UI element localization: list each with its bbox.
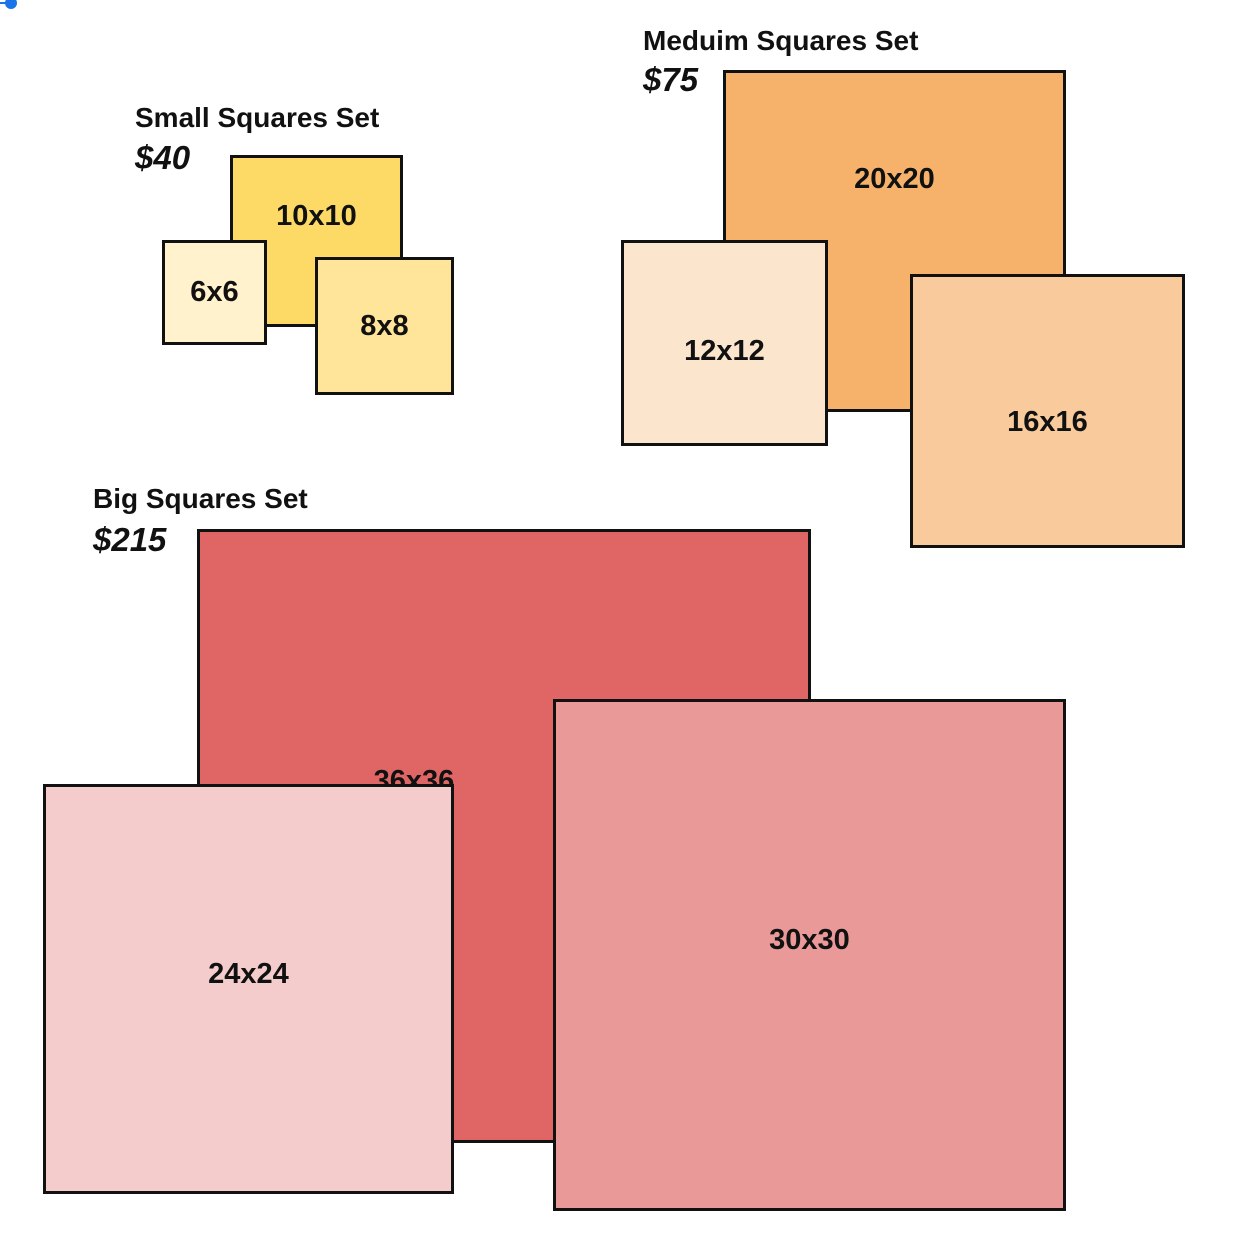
small-set-price: $40 (135, 139, 191, 176)
medium-set-price: $75 (643, 61, 699, 98)
square-12x12[interactable]: 12x12 (621, 240, 828, 446)
small-set-title: Small Squares Set (135, 102, 380, 133)
square-label: 30x30 (769, 923, 850, 956)
square-8x8[interactable]: 8x8 (315, 257, 454, 395)
square-label: 16x16 (1007, 405, 1088, 438)
medium-set-title: Meduim Squares Set (643, 25, 919, 56)
selection-handle[interactable] (5, 0, 17, 9)
square-24x24[interactable]: 24x24 (43, 784, 454, 1194)
square-6x6[interactable]: 6x6 (162, 240, 267, 345)
big-set-price: $215 (93, 521, 167, 558)
big-set-title: Big Squares Set (93, 483, 308, 514)
square-label: 10x10 (276, 199, 357, 232)
square-16x16[interactable]: 16x16 (910, 274, 1185, 548)
square-label: 20x20 (854, 163, 935, 195)
square-label: 8x8 (360, 309, 409, 342)
square-label: 12x12 (684, 334, 765, 367)
selection-handle-line (0, 2, 8, 4)
square-30x30[interactable]: 30x30 (553, 699, 1066, 1211)
square-label: 24x24 (208, 957, 289, 990)
square-label: 6x6 (190, 276, 239, 308)
